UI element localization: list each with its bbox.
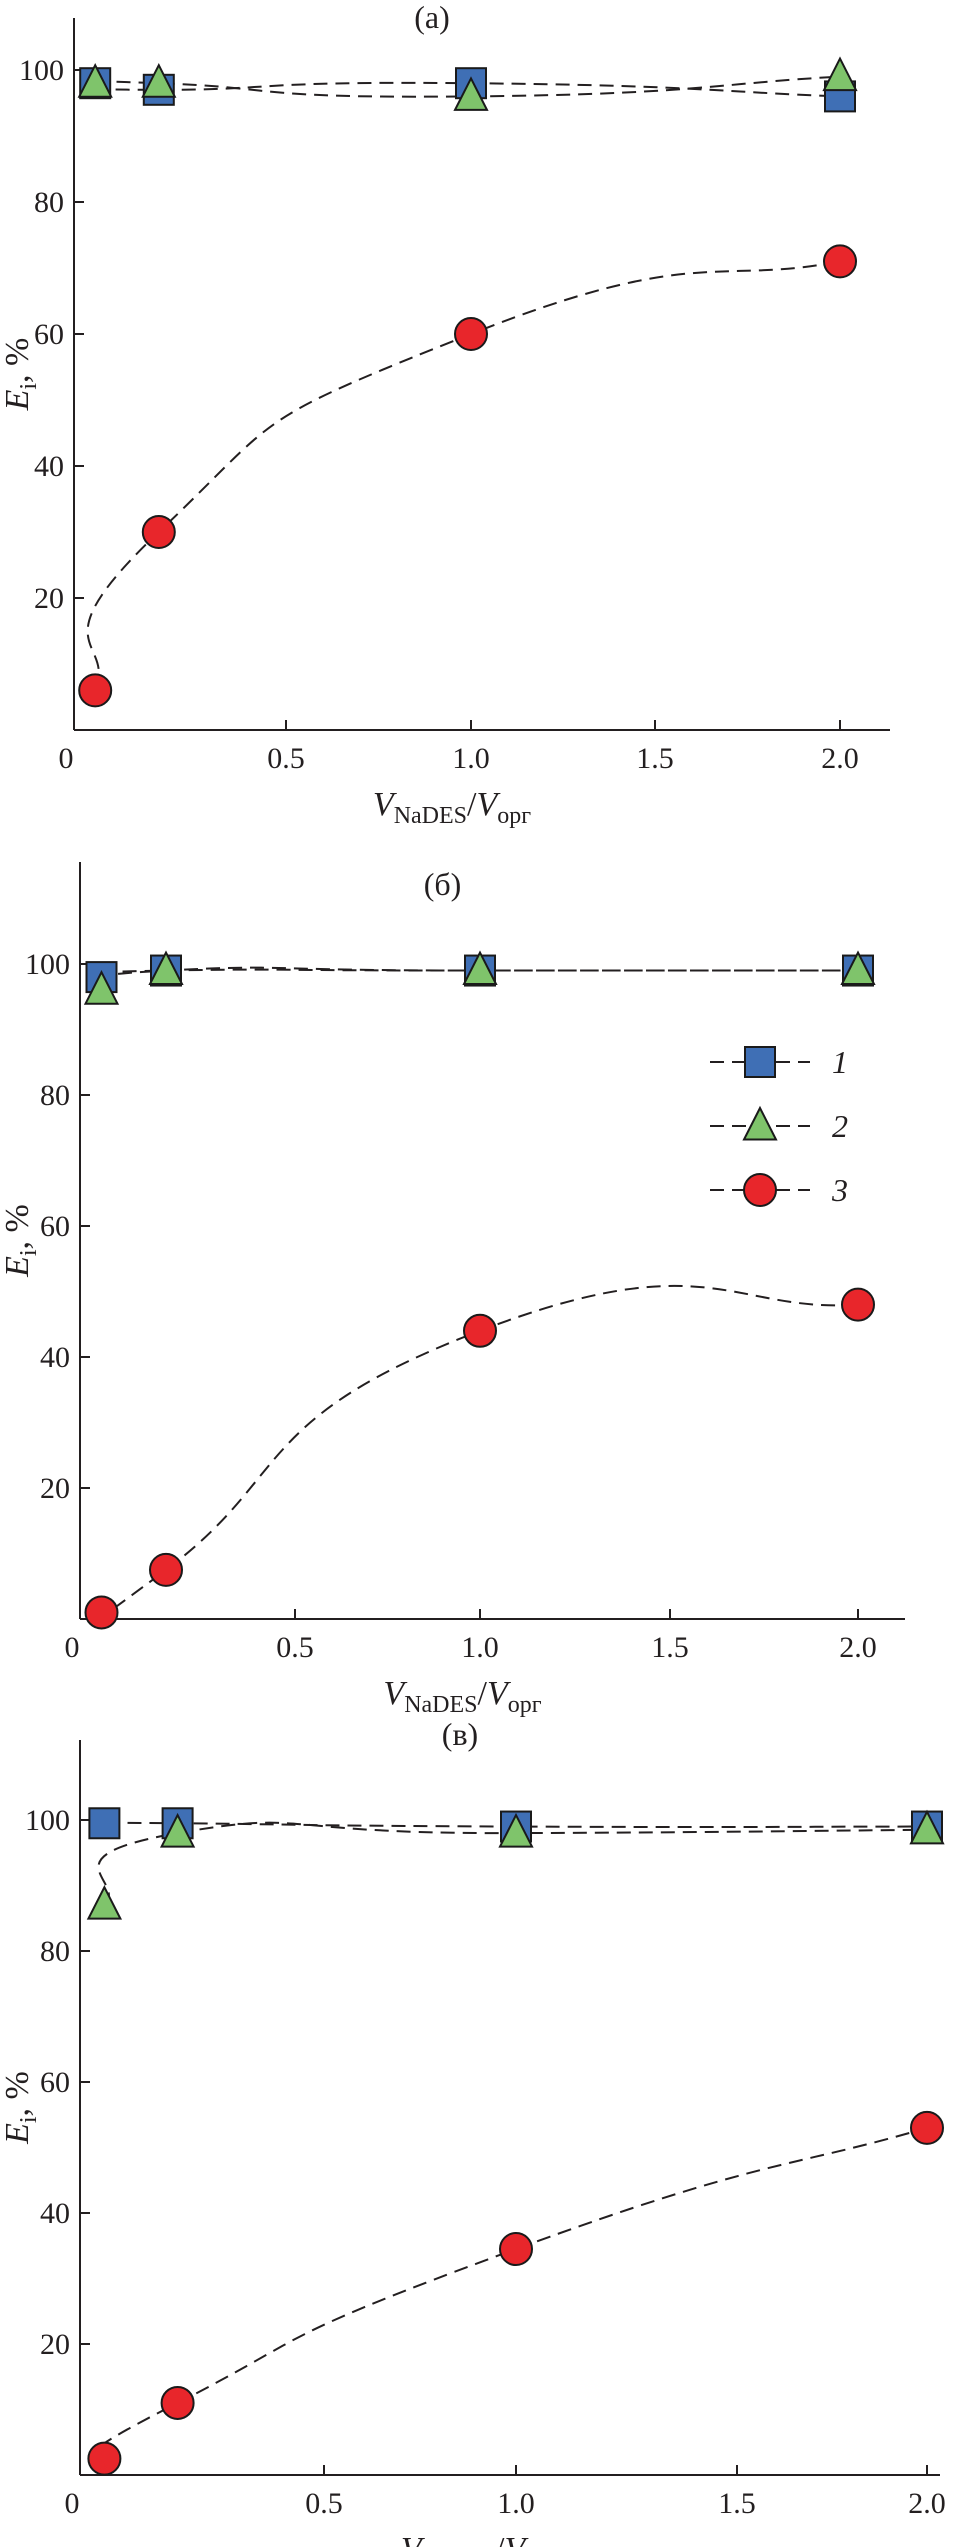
x-tick-label: 1.5 (636, 742, 674, 775)
y-tick-label: 100 (19, 54, 64, 87)
series-3-point (463, 1313, 497, 1348)
series-2-point (453, 76, 489, 111)
legend-label-3: 3 (831, 1172, 848, 1208)
series-3-point (910, 2110, 944, 2145)
y-tick-label: 40 (40, 2197, 70, 2230)
y-tick-label: 80 (34, 186, 64, 219)
series-3-point (141, 515, 176, 549)
series-3-point (823, 244, 857, 279)
x-tick-label: 1.5 (651, 1631, 689, 1664)
x-axis-label: VNaDES/Vорг (401, 2531, 559, 2547)
series-2-point (462, 950, 498, 986)
series-2-point (86, 1884, 123, 1920)
series-2-line (97, 1821, 928, 1906)
series-3-point (78, 673, 113, 708)
x-axis-label: VNaDES/Vорг (373, 786, 531, 829)
series-3-point (84, 1595, 119, 1630)
x-tick-label: 1.0 (497, 2487, 535, 2520)
y-axis-label: Ei, % (0, 2071, 42, 2145)
y-tick-label: 100 (25, 948, 70, 981)
series-3-line (93, 1284, 859, 1623)
x-tick-label: 2.0 (908, 2487, 946, 2520)
series-3-point (160, 2385, 195, 2420)
legend-marker-3 (743, 1173, 777, 1207)
y-tick-label: 100 (25, 1804, 70, 1837)
panel-label: (в) (442, 1716, 478, 1752)
series-3-point (841, 1287, 875, 1322)
x-tick-label: 2.0 (821, 742, 859, 775)
series-3-point (149, 1552, 183, 1587)
x-tick-label: 0 (65, 1631, 80, 1664)
panel-label: (б) (424, 866, 462, 902)
y-tick-label: 60 (40, 2066, 70, 2099)
x-tick-label: 1.0 (452, 742, 490, 775)
y-tick-label: 80 (40, 1935, 70, 1968)
y-axis-label: Ei, % (0, 1204, 42, 1278)
series-1-line (86, 81, 841, 98)
series-3-point (499, 2232, 533, 2267)
series-2-point (148, 950, 184, 986)
y-axis-label: Ei, % (0, 338, 42, 412)
series-2-point (77, 62, 113, 98)
y-tick-label: 40 (40, 1341, 70, 1374)
series-3-line (97, 2126, 928, 2460)
x-tick-label: 0.5 (305, 2487, 343, 2520)
series-2-line (93, 966, 858, 992)
x-tick-label: 1.0 (461, 1631, 499, 1664)
legend-label-2: 2 (832, 1108, 848, 1144)
series-2-line (86, 75, 841, 98)
series-3-point (87, 2441, 122, 2476)
legend-marker-2 (742, 1105, 778, 1141)
y-tick-label: 80 (40, 1079, 70, 1112)
y-tick-label: 60 (34, 318, 64, 351)
x-tick-label: 0 (59, 742, 74, 775)
series-2-point (498, 1812, 534, 1848)
series-2-point (83, 969, 120, 1005)
series-2-point (840, 950, 876, 986)
series-2-point (159, 1812, 196, 1848)
chart-panel-3: (в) 0 0.5 1.0 1.5 2.0 20 40 60 80 100 VNaDES/Vорг Ei… (0, 1716, 946, 2547)
series-2-point (141, 62, 177, 98)
y-tick-label: 40 (34, 450, 64, 483)
series-3-line (86, 260, 841, 691)
legend-label-1: 1 (832, 1044, 848, 1080)
series-2-point (909, 1809, 945, 1845)
y-tick-label: 20 (34, 582, 64, 615)
series-1-point (88, 1807, 121, 1840)
x-axis-label: VNaDES/Vорг (383, 1675, 541, 1718)
x-tick-label: 0.5 (276, 1631, 314, 1664)
series-2-point (822, 56, 858, 92)
chart-panel-2: (б) 0 0.5 1.0 1.5 2.0 20 40 60 80 100 VNaDES/Vорг Ei… (0, 862, 905, 1718)
panel-label: (а) (414, 0, 450, 35)
series-3-point (454, 317, 488, 351)
x-tick-label: 2.0 (839, 1631, 877, 1664)
x-tick-label: 0 (65, 2487, 80, 2520)
x-tick-label: 1.5 (718, 2487, 756, 2520)
legend-marker-1 (744, 1046, 776, 1078)
y-tick-label: 20 (40, 2328, 70, 2361)
y-tick-label: 60 (40, 1210, 70, 1243)
chart-panel-1: (а) 0 0.5 1.0 1.5 2.0 20 40 60 80 100 VNaDES/Vорг Ei… (0, 0, 890, 829)
y-tick-label: 20 (40, 1472, 70, 1505)
x-tick-label: 0.5 (267, 742, 305, 775)
